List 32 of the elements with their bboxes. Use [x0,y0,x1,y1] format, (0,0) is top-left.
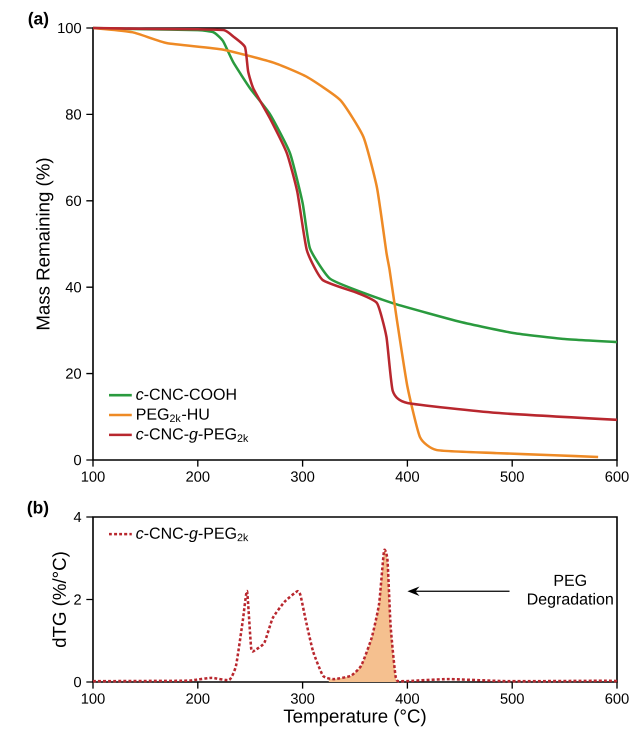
y-axis-title: dTG (%/°C) [52,552,70,648]
x-tick-label: 400 [396,693,420,704]
chart-title: (b) [28,500,48,518]
y-tick-label: 60 [66,196,82,206]
y-tick-label: 80 [66,109,82,120]
legend-label: c-CNC-g-PEG$_{2k}$ [136,528,248,542]
x-tick-label: 100 [82,693,105,704]
y-tick-label: 4 [74,512,82,522]
legend-label: PEG$_{2k}$-HU [137,408,209,422]
x-axis-title: Temperature (°C) [284,708,426,726]
x-tick-label: 400 [396,471,420,482]
x-tick-label: 500 [500,471,524,482]
y-tick-label: 40 [66,282,82,292]
annotation: PEG Degradation [528,574,613,608]
x-tick-label: 300 [290,693,314,704]
x-tick-label: 600 [606,693,629,704]
chart-title: (a) [28,12,48,28]
x-tick-label: 500 [500,693,524,704]
x-tick-label: 200 [186,693,210,704]
y-tick-label: 100 [58,22,82,34]
y-tick-label: 20 [66,368,82,379]
y-tick-label: 0 [74,676,82,688]
legend-label: c-CNC-g-PEG$_{2k}$ [136,428,248,443]
x-tick-label: 100 [82,471,105,482]
legend-label: c-CNC-COOH [136,388,236,400]
y-tick-label: 2 [74,594,81,605]
x-tick-label: 600 [606,471,629,482]
line-series [92,550,618,682]
y-tick-label: 0 [74,454,82,466]
x-tick-label: 200 [186,471,210,482]
y-axis-title: Mass Remaining (%) [36,158,54,330]
x-tick-label: 300 [290,471,314,482]
